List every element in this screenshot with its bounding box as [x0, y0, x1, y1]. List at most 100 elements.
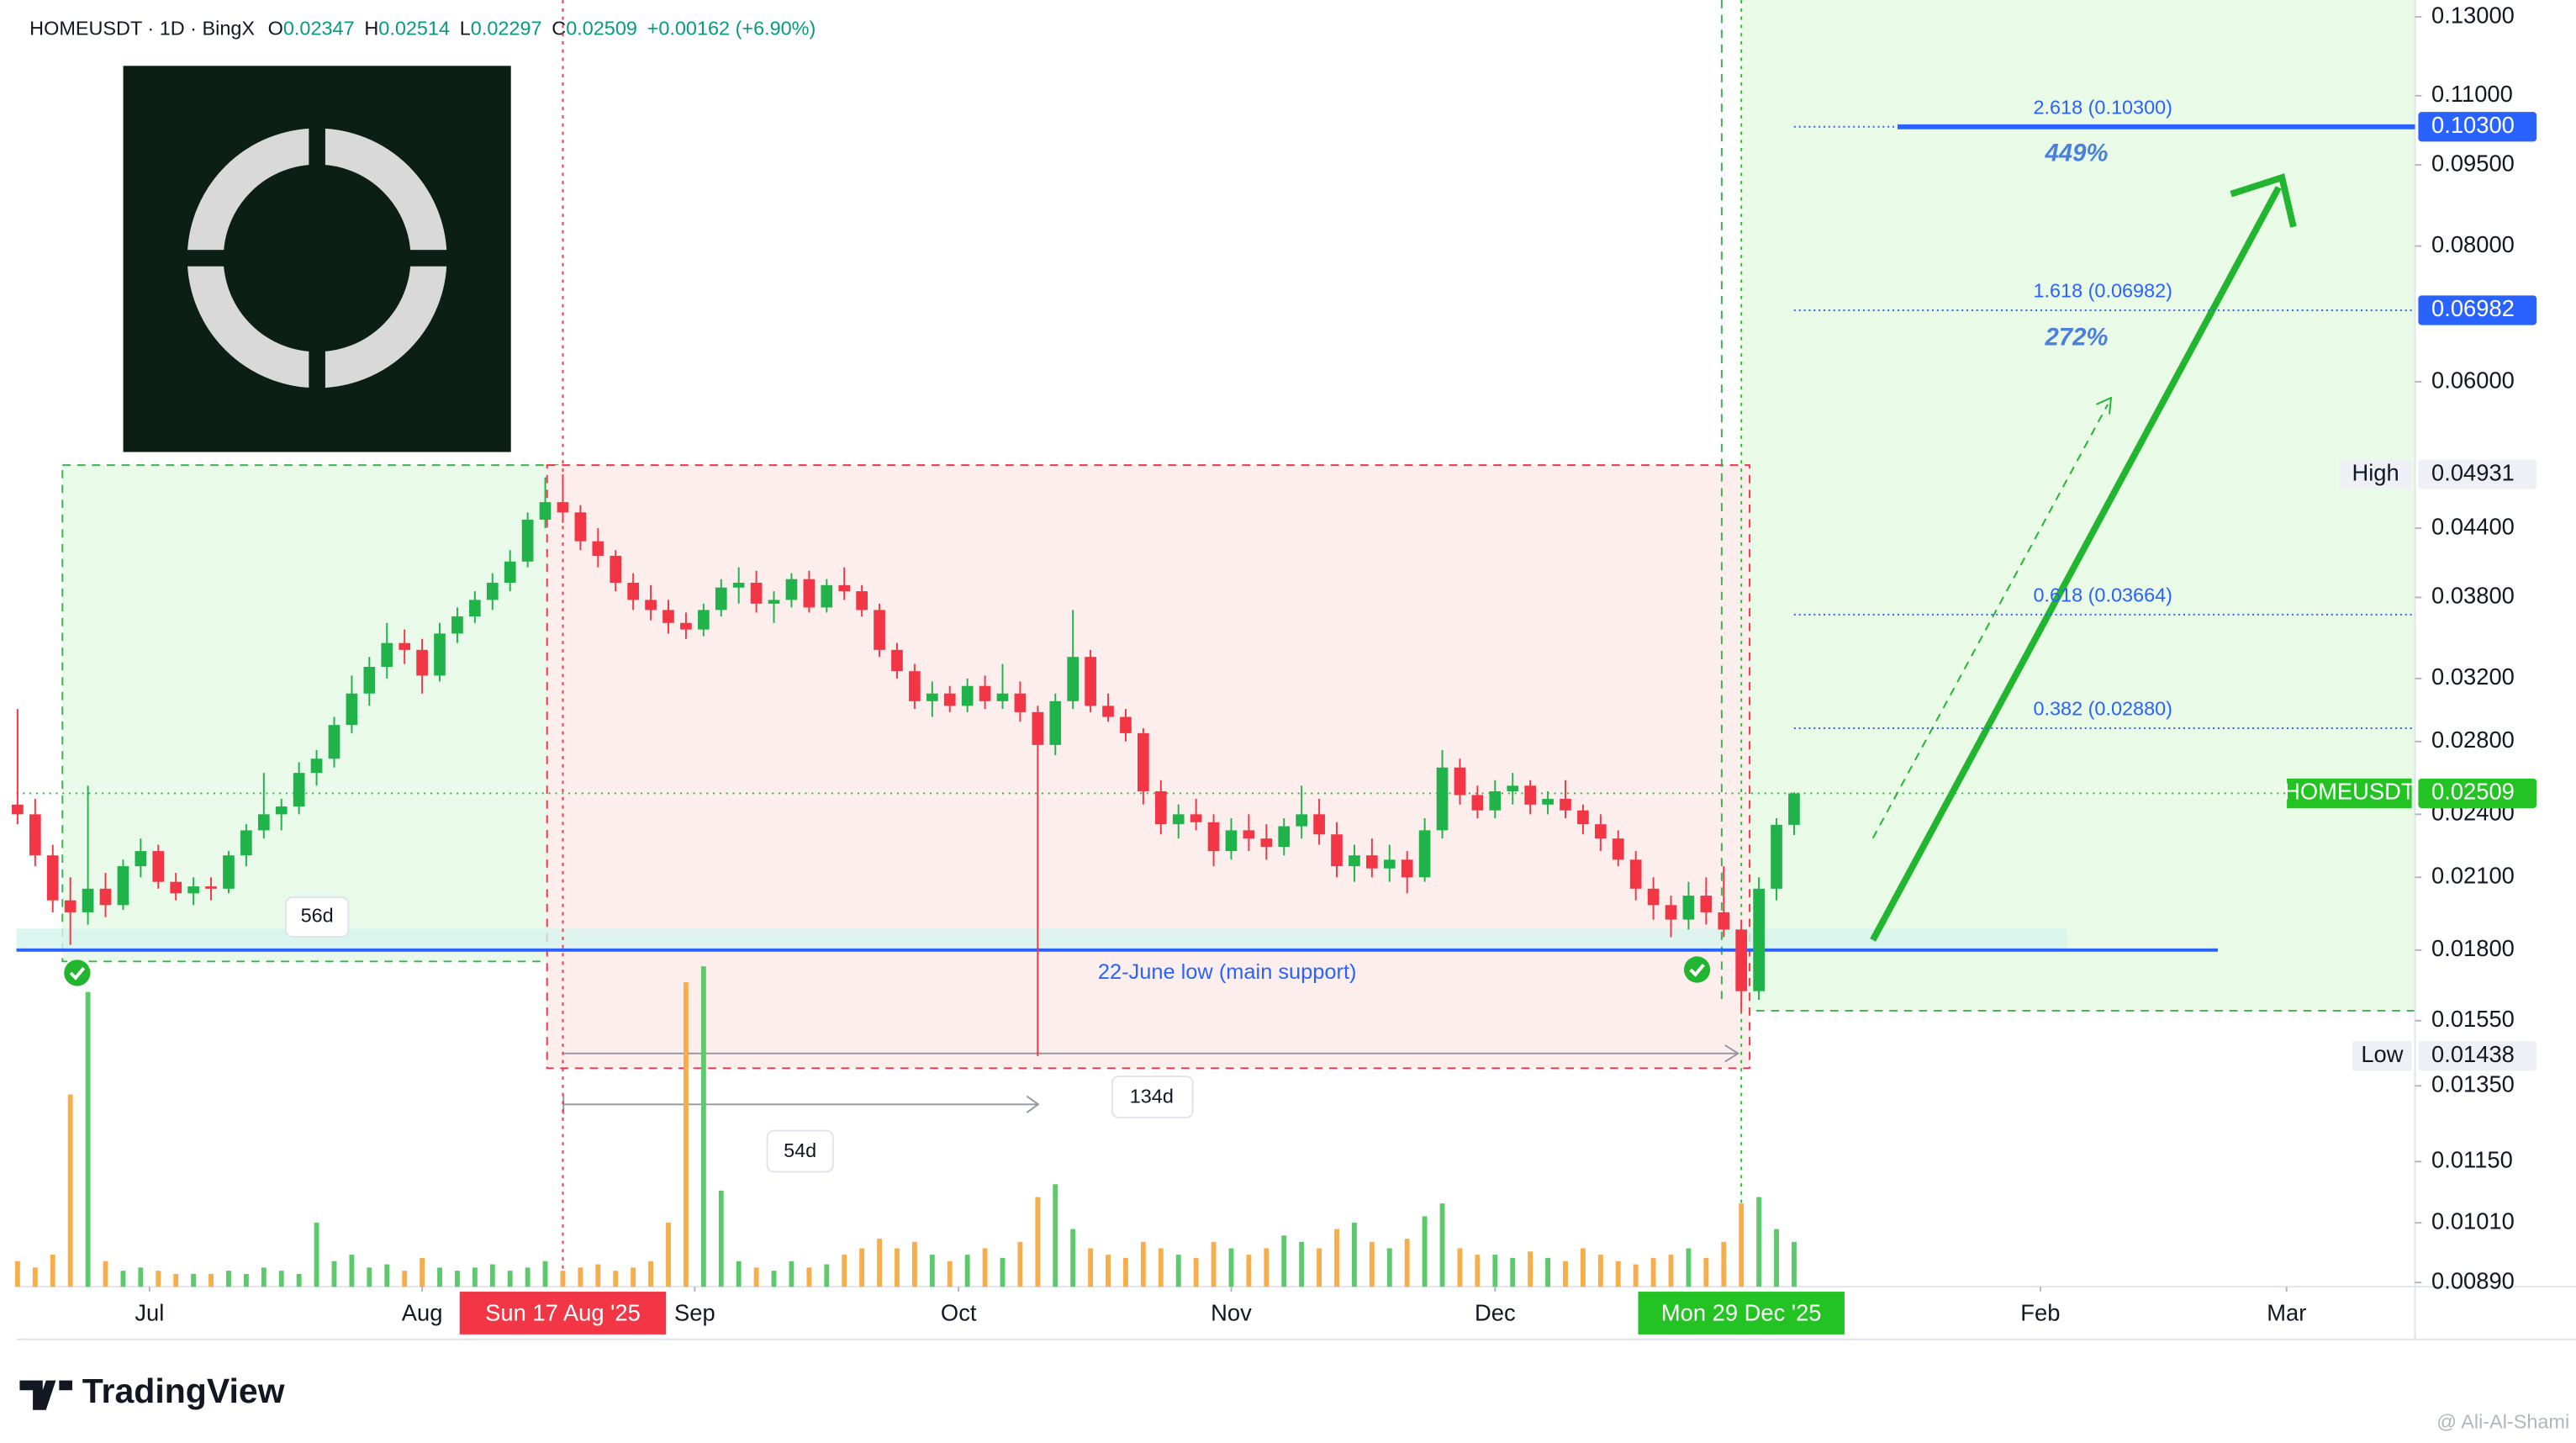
candle-body	[1436, 767, 1449, 831]
volume-bar	[455, 1271, 460, 1287]
y-tick-label: 0.06000	[2431, 367, 2515, 393]
range-badge	[766, 1129, 834, 1173]
x-tick-label: Feb	[2020, 1300, 2060, 1326]
candle-body	[1049, 700, 1062, 745]
candle-body	[1524, 785, 1536, 805]
volume-bar	[1422, 1216, 1428, 1287]
volume-bar	[191, 1273, 197, 1287]
volume-bar	[1123, 1257, 1128, 1287]
volume-bar	[964, 1255, 970, 1287]
candle-body	[1629, 859, 1642, 889]
check-icon	[64, 959, 91, 986]
candle-body	[1278, 826, 1291, 848]
volume-bar	[1088, 1248, 1094, 1287]
volume-bar	[1457, 1248, 1463, 1287]
volume-bar	[243, 1273, 249, 1287]
candle-body	[310, 758, 323, 774]
fib-target: 449%	[2044, 140, 2108, 167]
candle-body	[785, 579, 798, 600]
rally-box	[61, 464, 565, 963]
badge-value: 0.06982	[2431, 295, 2515, 321]
badge-box	[2418, 112, 2537, 142]
date-badge-label: Mon 29 Dec '25	[1661, 1300, 1822, 1326]
fib-label: 0.618 (0.03664)	[2033, 584, 2172, 606]
volume-bar	[349, 1255, 355, 1287]
volume-bar	[1281, 1235, 1287, 1287]
volume-bar	[296, 1273, 302, 1287]
y-tick-label: 0.02100	[2431, 863, 2515, 889]
candle-body	[1349, 855, 1360, 867]
badge-name: Low	[2361, 1041, 2403, 1067]
candle-body	[1243, 830, 1255, 839]
volume-bar	[1633, 1264, 1639, 1287]
candle-body	[1507, 785, 1519, 791]
candle-body	[821, 584, 833, 608]
candle-body	[223, 855, 235, 889]
volume-bar	[1386, 1248, 1392, 1287]
volume-bar	[437, 1267, 442, 1287]
candle-body	[187, 886, 199, 894]
candle-body	[12, 804, 24, 815]
date-badge	[1638, 1292, 1845, 1335]
check-mark	[69, 966, 86, 980]
y-tick-label: 0.01350	[2431, 1071, 2515, 1097]
y-tick-label: 0.01550	[2431, 1006, 2515, 1032]
badge-value: 0.01438	[2431, 1041, 2515, 1067]
volume-bar	[1017, 1241, 1023, 1287]
candle-body	[1225, 830, 1238, 852]
volume-bar	[1686, 1248, 1692, 1287]
badge-box	[2418, 295, 2537, 325]
candle-body	[1120, 716, 1132, 733]
volume-bar	[1211, 1241, 1217, 1287]
volume-bar	[895, 1248, 900, 1287]
volume-bar	[771, 1271, 777, 1287]
volume-bar	[1739, 1203, 1745, 1287]
y-tick-label: 0.02800	[2431, 727, 2515, 753]
x-tick-label: Jul	[135, 1300, 164, 1326]
date-badge-label: Sun 17 Aug '25	[485, 1300, 641, 1326]
arrow-head	[2096, 396, 2113, 415]
volume-bar	[1000, 1257, 1006, 1287]
ohlc-value: 0.02347	[283, 18, 355, 40]
volume-bar	[1597, 1255, 1603, 1287]
range-label: 54d	[784, 1139, 816, 1161]
candle-body	[1067, 657, 1079, 701]
candle-body	[996, 693, 1009, 701]
candle-body	[521, 520, 534, 562]
volume-bar	[1140, 1241, 1146, 1287]
y-tick-label: 0.03200	[2431, 663, 2515, 690]
date-badge	[459, 1292, 667, 1335]
volume-bar	[1334, 1229, 1339, 1287]
candle-body	[275, 806, 288, 815]
check-icon	[1683, 956, 1711, 983]
volume-bar	[1352, 1222, 1357, 1287]
volume-bar	[278, 1271, 284, 1287]
candle-body	[293, 773, 305, 807]
target-arrow	[1870, 186, 2282, 942]
candle-body	[1331, 834, 1343, 867]
candle-body	[926, 693, 938, 701]
volume-bar	[982, 1248, 988, 1287]
badge-name: High	[2352, 459, 2399, 485]
volume-bar	[1703, 1257, 1709, 1287]
candle-body	[1489, 790, 1502, 811]
volume-bar	[1492, 1255, 1498, 1287]
candle-body	[1102, 706, 1114, 717]
candle-body	[1383, 859, 1396, 869]
volume-bar	[14, 1261, 20, 1287]
candle-body	[205, 886, 217, 889]
y-tick-label: 0.01010	[2431, 1208, 2515, 1234]
volume-bar	[753, 1267, 759, 1287]
x-tick-label: Mar	[2267, 1300, 2306, 1326]
candle-body	[99, 888, 112, 906]
volume-bar	[85, 991, 91, 1287]
y-tick-label: 0.13000	[2431, 2, 2515, 28]
volume-bar	[789, 1261, 794, 1287]
y-tick-label: 0.01150	[2431, 1147, 2513, 1173]
volume-bar	[1545, 1257, 1551, 1287]
support-label: 22-June low (main support)	[1098, 960, 1357, 984]
candle-body	[1647, 888, 1660, 906]
candle-body	[46, 855, 59, 901]
